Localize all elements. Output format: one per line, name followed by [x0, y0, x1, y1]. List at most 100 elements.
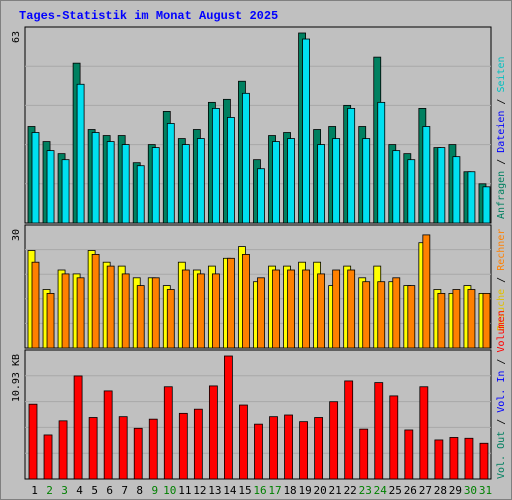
bar-volumen — [329, 401, 339, 480]
bar-volumen — [299, 421, 308, 480]
bar-seiten — [392, 150, 401, 224]
bar-volumen — [178, 412, 188, 480]
bar-rechner — [317, 273, 326, 349]
bar-seiten — [181, 144, 190, 224]
bar-rechner — [166, 289, 175, 349]
x-tick-label: 2 — [46, 484, 53, 497]
bar-seiten — [257, 168, 265, 224]
y-max-label: 10.93 KB — [11, 354, 22, 402]
bar-seiten — [287, 138, 295, 224]
bar-rechner — [227, 257, 235, 349]
bar-seiten — [437, 147, 446, 224]
bar-seiten — [467, 171, 476, 224]
bar-rechner — [482, 292, 491, 349]
bar-volumen — [389, 395, 399, 480]
bar-rechner — [136, 285, 145, 349]
x-tick-label: 1 — [31, 484, 38, 497]
bar-volumen — [464, 437, 474, 480]
legend-entry: Vol. In — [496, 371, 507, 413]
bar-seiten — [377, 101, 386, 224]
page-title: Tages-Statistik im Monat August 2025 — [19, 9, 279, 23]
bar-volumen — [103, 390, 113, 480]
bar-volumen — [419, 386, 429, 480]
bar-volumen — [163, 386, 173, 480]
bar-seiten — [166, 123, 175, 224]
x-tick-label: 30 — [464, 484, 477, 497]
x-tick-label: 26 — [404, 484, 417, 497]
bar-rechner — [242, 253, 250, 349]
bar-rechner — [76, 277, 85, 349]
panel-visits: 30 — [11, 224, 492, 349]
bar-volumen — [359, 428, 369, 480]
legend-entry: Besuche — [496, 289, 507, 331]
y-max-label: 30 — [11, 229, 22, 241]
bar-rechner — [437, 292, 446, 349]
bar-seiten — [272, 141, 280, 224]
x-tick-label: 11 — [178, 484, 191, 497]
legend-separator: / — [496, 153, 507, 171]
bar-rechner — [347, 269, 356, 349]
x-tick-label: 29 — [449, 484, 462, 497]
bar-rechner — [257, 277, 265, 349]
bar-seiten — [347, 107, 356, 224]
bar-volumen — [148, 418, 158, 480]
bar-volumen — [88, 417, 98, 480]
bar-volumen — [254, 423, 263, 480]
bar-rechner — [106, 265, 115, 349]
bar-seiten — [76, 83, 85, 224]
legend-entry: Rechner — [496, 229, 507, 271]
y-max-label: 63 — [11, 31, 22, 43]
bar-seiten — [211, 107, 220, 224]
x-tick-label: 27 — [419, 484, 432, 497]
bar-volumen — [479, 442, 489, 480]
bar-rechner — [287, 269, 295, 349]
bar-volumen — [193, 408, 203, 480]
x-tick-label: 23 — [359, 484, 372, 497]
bar-seiten — [362, 138, 371, 224]
bar-rechner — [61, 273, 70, 349]
x-tick-label: 18 — [283, 484, 296, 497]
bar-seiten — [136, 165, 145, 224]
x-tick-label: 17 — [268, 484, 281, 497]
bar-rechner — [151, 277, 160, 349]
bar-rechner — [181, 269, 190, 349]
bar-seiten — [302, 38, 310, 224]
bar-volumen — [224, 355, 233, 480]
bar-seiten — [91, 132, 100, 224]
legend-separator: / — [496, 93, 507, 111]
legend-separator: / — [496, 413, 507, 431]
legend-separator: / — [496, 271, 507, 289]
x-tick-label: 22 — [344, 484, 357, 497]
legend-panel-3: Vol. Out / Vol. In / Volumen — [496, 310, 507, 479]
legend-entry: Vol. Out — [496, 431, 507, 479]
x-tick-label: 4 — [76, 484, 83, 497]
legend-separator: / — [496, 353, 507, 371]
bar-seiten — [61, 159, 70, 224]
x-tick-label: 3 — [61, 484, 68, 497]
x-tick-label: 14 — [223, 484, 237, 497]
bar-seiten — [317, 144, 326, 224]
bar-rechner — [46, 292, 55, 349]
bar-seiten — [121, 144, 130, 224]
bar-rechner — [362, 281, 371, 349]
bar-volumen — [404, 429, 414, 480]
bar-seiten — [407, 159, 416, 224]
x-tick-label: 10 — [163, 484, 176, 497]
bar-volumen — [28, 403, 38, 480]
bar-seiten — [482, 186, 491, 224]
bar-volumen — [374, 382, 384, 480]
bar-volumen — [118, 416, 128, 480]
bar-seiten — [151, 147, 160, 224]
bar-rechner — [422, 234, 431, 349]
bar-volumen — [449, 437, 459, 480]
x-tick-label: 19 — [298, 484, 311, 497]
bar-rechner — [31, 261, 40, 349]
bar-volumen — [239, 404, 248, 480]
bar-rechner — [467, 289, 476, 349]
x-tick-label: 5 — [91, 484, 98, 497]
bar-volumen — [58, 420, 68, 480]
bar-volumen — [43, 434, 53, 480]
x-tick-label: 16 — [253, 484, 266, 497]
